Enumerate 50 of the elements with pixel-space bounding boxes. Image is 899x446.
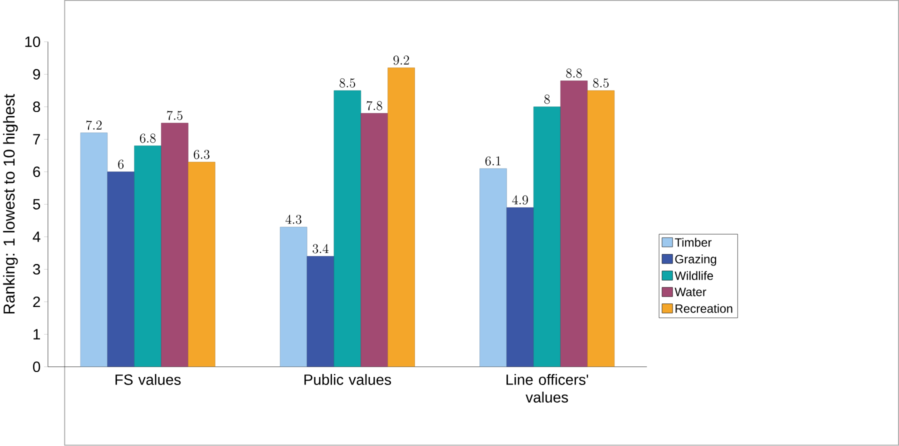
- y-tick-label: 7: [33, 134, 40, 145]
- data-label: 9.2: [393, 56, 409, 65]
- data-label: 8.5: [593, 78, 609, 88]
- y-tick-label: 4: [32, 232, 40, 242]
- legend-label: Wildlife: [674, 271, 713, 280]
- legend-label: Recreation: [676, 304, 732, 314]
- legend-label: Timber: [674, 238, 712, 247]
- y-tick-label: 9: [33, 69, 40, 80]
- bar: [80, 132, 108, 367]
- y-tick-label: 3: [33, 264, 40, 275]
- data-label: 4.9: [512, 195, 528, 205]
- legend-label: Grazing: [675, 254, 716, 266]
- data-label: 6: [118, 160, 124, 169]
- bar: [360, 113, 388, 367]
- data-label: 4.3: [286, 214, 302, 224]
- bar: [134, 146, 162, 367]
- y-tick-label: 10: [25, 36, 40, 48]
- bar: [280, 227, 308, 367]
- y-tick-label: 0: [33, 362, 40, 372]
- y-tick-label: 5: [33, 199, 40, 210]
- bar: [306, 256, 334, 367]
- bar: [560, 80, 588, 367]
- y-axis-title: Ranking: 1 lowest to 10 highest: [3, 94, 18, 314]
- x-tick-label: FS values: [116, 374, 181, 386]
- bar: [388, 68, 415, 367]
- data-label: 8: [544, 94, 550, 104]
- legend-label: Water: [674, 288, 706, 296]
- bar: [188, 162, 216, 367]
- x-tick-label: Line officers' values: [506, 374, 588, 403]
- data-label: 7.2: [86, 120, 102, 130]
- data-label: 7.5: [167, 110, 182, 120]
- y-tick-label: 8: [33, 102, 40, 112]
- bar: [107, 172, 134, 367]
- data-label: 6. 1: [485, 156, 501, 166]
- bar: [480, 168, 507, 367]
- data-label: 6.3: [194, 150, 210, 160]
- data-label: 3.4: [312, 244, 328, 254]
- bar: [533, 106, 561, 367]
- bar: [506, 208, 534, 367]
- bar: [334, 90, 362, 367]
- data-label: 6.8: [140, 134, 156, 143]
- x-tick-label: Public values: [304, 374, 392, 386]
- data-label: 8.5: [340, 78, 356, 88]
- y-tick-label: 1: [34, 329, 40, 340]
- bar: [161, 123, 188, 367]
- y-tick-label: 2: [33, 296, 40, 308]
- data-label: 8.8: [566, 68, 582, 78]
- bar: [587, 90, 615, 367]
- data-label: 7.8: [366, 101, 382, 110]
- y-tick-label: 6: [33, 166, 40, 178]
